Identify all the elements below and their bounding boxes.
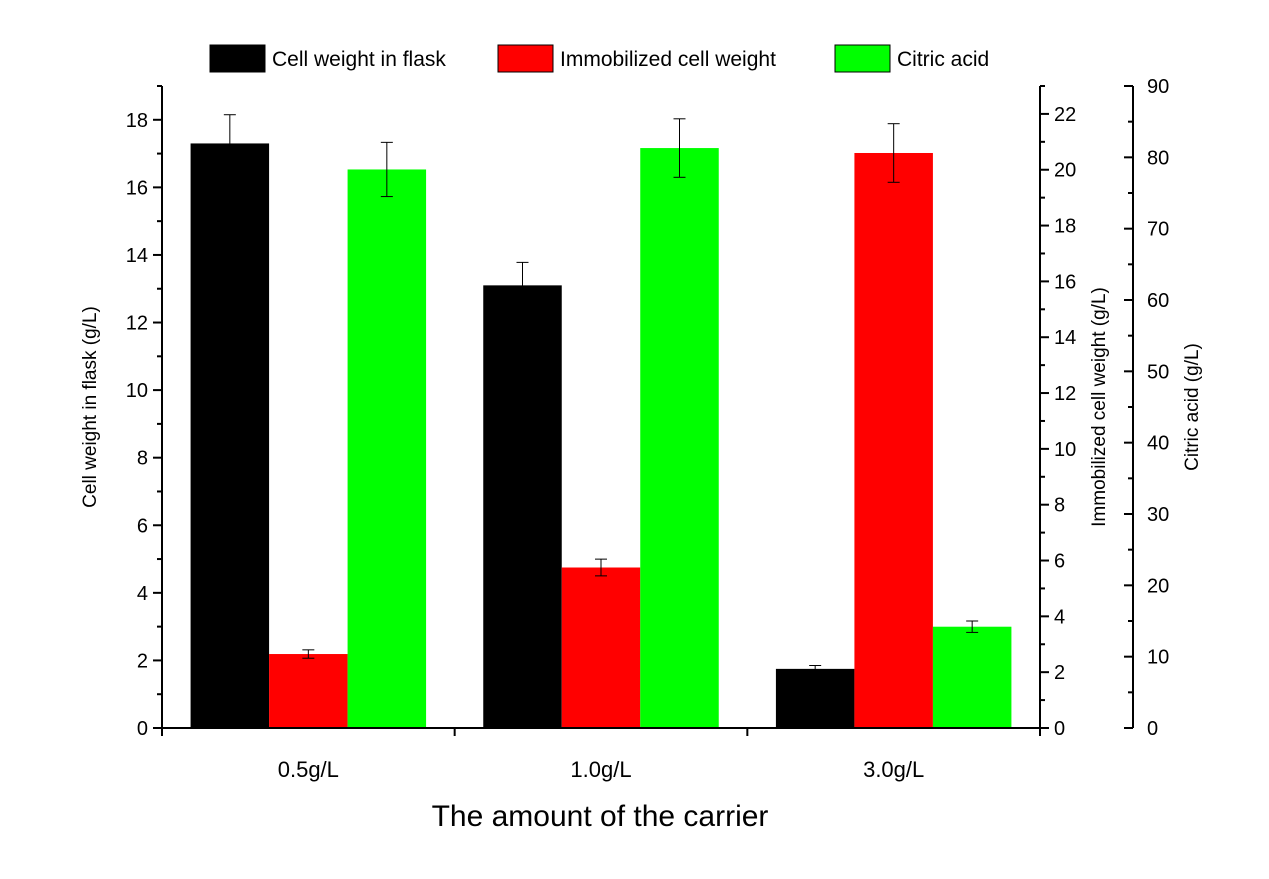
bar: [347, 169, 427, 728]
left-tick-label: 18: [126, 110, 148, 132]
left-tick-label: 8: [137, 448, 148, 470]
left-tick-label: 6: [137, 515, 148, 537]
right2-tick-label: 30: [1147, 504, 1169, 526]
right1-tick-label: 22: [1054, 104, 1076, 126]
legend-label: Citric acid: [897, 48, 989, 71]
right1-tick-label: 14: [1054, 327, 1076, 349]
left-tick-label: 0: [137, 718, 148, 740]
bar: [561, 567, 641, 728]
right2-tick-label: 70: [1147, 219, 1169, 241]
legend-label: Immobilized cell weight: [560, 48, 776, 71]
right2-tick-label: 80: [1147, 147, 1169, 169]
legend-label: Cell weight in flask: [272, 48, 446, 71]
right1-axis-label: Immobilized cell weight (g/L): [1089, 287, 1110, 527]
right2-tick-label: 90: [1147, 76, 1169, 98]
bar: [775, 668, 855, 728]
right2-tick-label: 0: [1147, 718, 1158, 740]
left-tick-label: 12: [126, 313, 148, 335]
right1-tick-label: 0: [1054, 718, 1065, 740]
right1-tick-label: 18: [1054, 216, 1076, 238]
x-tick-label: 1.0g/L: [570, 757, 631, 782]
right2-tick-label: 40: [1147, 433, 1169, 455]
left-tick-label: 14: [126, 245, 148, 267]
x-tick-label: 0.5g/L: [278, 757, 339, 782]
bar: [640, 148, 719, 728]
left-tick-label: 4: [137, 583, 148, 605]
right1-tick-label: 8: [1054, 495, 1065, 517]
bar: [190, 143, 270, 728]
x-axis-label: The amount of the carrier: [432, 800, 769, 833]
legend: Cell weight in flask Immobilized cell wei…: [209, 44, 989, 73]
right2-tick-label: 50: [1147, 361, 1169, 383]
right1-tick-label: 20: [1054, 160, 1076, 182]
x-tick-label: 3.0g/L: [863, 757, 924, 782]
bars: [190, 114, 1012, 728]
right1-tick-label: 12: [1054, 383, 1076, 405]
bar: [854, 152, 933, 728]
right2-tick-label: 20: [1147, 575, 1169, 597]
bar: [483, 285, 562, 728]
right1-tick-label: 10: [1054, 439, 1076, 461]
right1-tick-label: 16: [1054, 271, 1076, 293]
legend-swatch: [497, 44, 554, 73]
bar: [932, 626, 1012, 728]
right2-tick-label: 60: [1147, 290, 1169, 312]
left-tick-label: 16: [126, 177, 148, 199]
axes: 0.5g/L 1.0g/L 3.0g/L 0 2 4 6 8 10 12 14 16 18 0 2 4 6 8 10…: [126, 76, 1170, 782]
right2-axis-label: Citric acid (g/L): [1182, 343, 1203, 471]
legend-swatch: [834, 44, 891, 73]
right1-tick-label: 4: [1054, 606, 1065, 628]
legend-swatch: [209, 44, 266, 73]
right1-tick-label: 2: [1054, 662, 1065, 684]
left-tick-label: 2: [137, 650, 148, 672]
left-axis-label: Cell weight in flask (g/L): [80, 306, 101, 508]
right1-tick-label: 6: [1054, 551, 1065, 573]
left-tick-label: 10: [126, 380, 148, 402]
bar: [269, 654, 348, 728]
right2-tick-label: 10: [1147, 647, 1169, 669]
